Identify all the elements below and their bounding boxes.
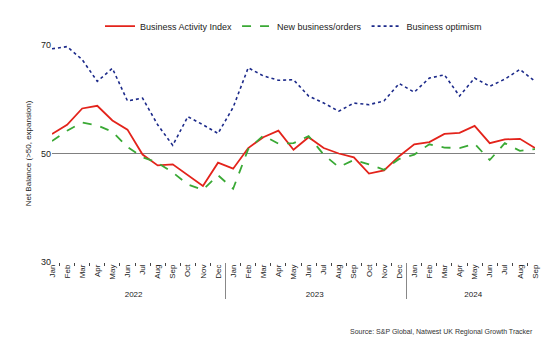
- svg-text:Jul: Jul: [319, 264, 328, 274]
- svg-text:Dec: Dec: [395, 265, 404, 279]
- svg-text:Mar: Mar: [78, 264, 87, 278]
- svg-text:May: May: [470, 265, 479, 280]
- svg-text:Jan: Jan: [48, 265, 57, 278]
- svg-text:Aug: Aug: [516, 265, 525, 279]
- svg-text:2024: 2024: [464, 290, 482, 299]
- svg-text:2023: 2023: [306, 290, 324, 299]
- svg-text:Apr: Apr: [274, 264, 283, 277]
- svg-text:Business optimism: Business optimism: [407, 22, 482, 32]
- svg-text:Jun: Jun: [485, 265, 494, 278]
- svg-text:Dec: Dec: [214, 265, 223, 279]
- svg-text:Nov: Nov: [380, 265, 389, 279]
- svg-text:Mar: Mar: [440, 264, 449, 278]
- svg-text:30: 30: [41, 257, 51, 267]
- svg-text:Mar: Mar: [259, 264, 268, 278]
- svg-text:Jul: Jul: [138, 264, 147, 274]
- svg-text:May: May: [108, 265, 117, 280]
- svg-text:Business Activity Index: Business Activity Index: [140, 22, 232, 32]
- svg-text:Apr: Apr: [455, 264, 464, 277]
- svg-text:Jun: Jun: [123, 265, 132, 278]
- svg-text:Jan: Jan: [410, 265, 419, 278]
- svg-text:Sep: Sep: [349, 264, 358, 279]
- svg-text:Feb: Feb: [244, 264, 253, 278]
- svg-text:Oct: Oct: [183, 264, 192, 277]
- svg-text:May: May: [289, 265, 298, 280]
- svg-text:Sep: Sep: [531, 264, 540, 279]
- svg-text:Oct: Oct: [365, 264, 374, 277]
- svg-text:Aug: Aug: [153, 265, 162, 279]
- svg-text:Source: S&P Global, Natwest UK: Source: S&P Global, Natwest UK Regional …: [350, 328, 533, 336]
- svg-text:2022: 2022: [125, 290, 143, 299]
- svg-text:70: 70: [41, 40, 51, 50]
- svg-text:Jun: Jun: [304, 265, 313, 278]
- svg-text:Feb: Feb: [63, 264, 72, 278]
- svg-text:Feb: Feb: [425, 264, 434, 278]
- svg-text:Apr: Apr: [93, 264, 102, 277]
- svg-text:Aug: Aug: [334, 265, 343, 279]
- svg-text:Jan: Jan: [229, 265, 238, 278]
- svg-text:Nov: Nov: [199, 265, 208, 279]
- svg-text:Net Balance (>50, expansion): Net Balance (>50, expansion): [24, 100, 33, 206]
- svg-text:50: 50: [41, 149, 51, 159]
- svg-text:Sep: Sep: [168, 264, 177, 279]
- svg-text:New business/orders: New business/orders: [277, 22, 362, 32]
- svg-text:Jul: Jul: [500, 264, 509, 274]
